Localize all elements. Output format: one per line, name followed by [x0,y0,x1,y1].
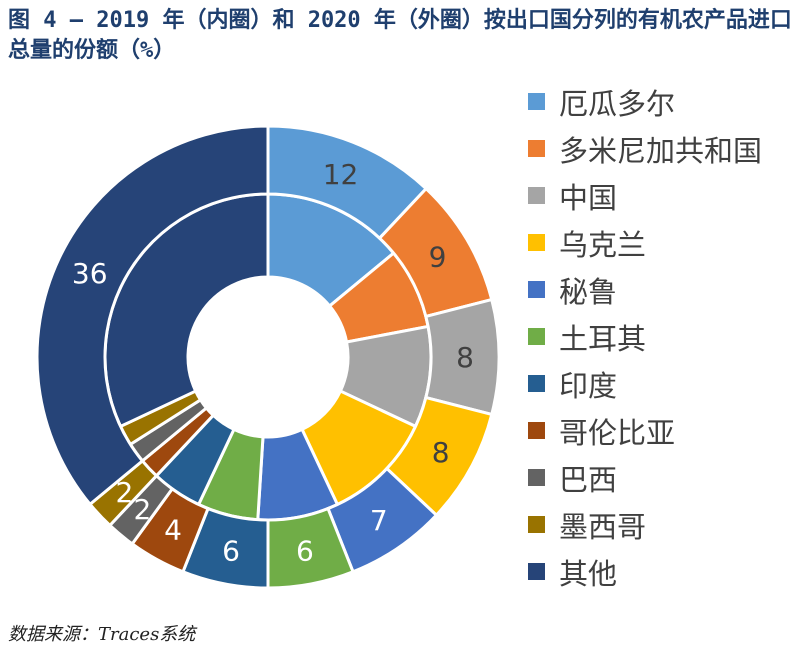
chart-title: 图 4 – 2019 年（内圈）和 2020 年（外圈）按出口国分列的有机农产品… [8,8,792,63]
legend-label: 巴西 [559,462,618,497]
legend-item: 印度 [528,360,762,407]
legend-swatch [528,375,545,392]
slice-outer-10 [35,124,270,507]
legend-swatch [528,516,545,533]
legend-swatch [528,469,545,486]
data-label-outer-3: 8 [432,436,450,469]
data-label-outer-2: 8 [456,341,474,374]
legend-label: 其他 [559,556,618,591]
legend-swatch [528,422,545,439]
data-label-outer-10: 36 [72,257,108,290]
legend-label: 多米尼加共和国 [559,133,763,168]
legend-item: 乌克兰 [528,219,762,266]
legend-swatch [528,328,545,345]
legend-label: 土耳其 [559,321,647,356]
legend-item: 中国 [528,172,762,219]
data-label-outer-4: 7 [370,504,388,537]
data-label-outer-1: 9 [429,241,447,274]
legend-item: 土耳其 [528,313,762,360]
legend-label: 中国 [559,180,618,215]
legend-label: 印度 [559,368,618,403]
legend-label: 厄瓜多尔 [559,86,676,121]
legend-label: 墨西哥 [559,509,647,544]
source-note: 数据来源：Traces系统 [8,624,196,645]
legend-swatch [528,187,545,204]
data-label-outer-7: 4 [164,514,182,547]
legend-swatch [528,140,545,157]
legend-swatch [528,234,545,251]
legend-item: 秘鲁 [528,266,762,313]
data-label-outer-0: 12 [323,158,359,191]
chart-legend: 厄瓜多尔多米尼加共和国 中国乌克兰秘鲁土耳其印度哥伦比亚巴西墨西哥其他 [528,78,762,595]
legend-item: 厄瓜多尔 [528,78,762,125]
data-label-outer-5: 6 [296,535,314,568]
data-label-outer-9: 2 [115,476,133,509]
legend-swatch [528,281,545,298]
legend-item: 巴西 [528,454,762,501]
legend-label: 哥伦比亚 [559,415,676,450]
legend-item: 哥伦比亚 [528,407,762,454]
legend-item: 墨西哥 [528,501,762,548]
data-label-outer-8: 2 [134,493,152,526]
legend-item: 其他 [528,548,762,595]
legend-swatch [528,93,545,110]
legend-label: 秘鲁 [559,274,618,309]
legend-label: 乌克兰 [559,227,647,262]
legend-item: 多米尼加共和国 [528,125,762,172]
legend-swatch [528,563,545,580]
data-label-outer-6: 6 [222,535,240,568]
